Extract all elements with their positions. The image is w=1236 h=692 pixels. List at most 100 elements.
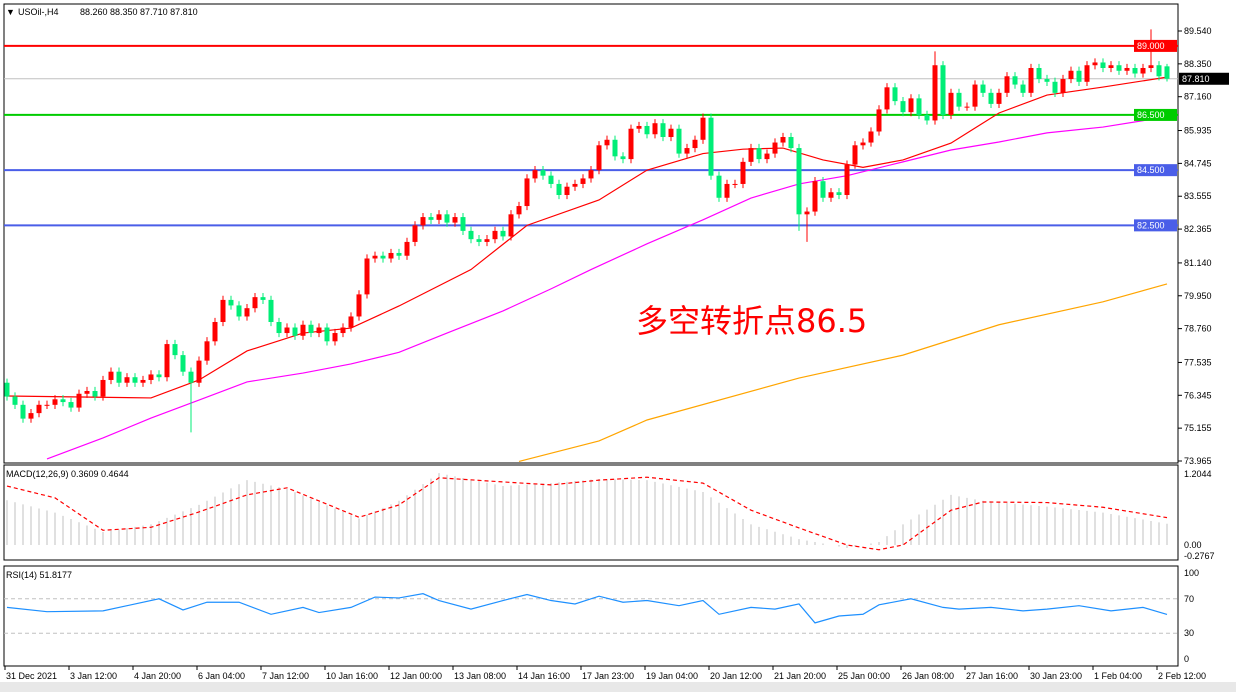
candle <box>180 350 186 376</box>
x-tick-label: 13 Jan 08:00 <box>454 671 506 681</box>
candle-body <box>420 217 426 226</box>
candle <box>172 339 178 360</box>
level-price-tag <box>1134 39 1177 52</box>
candle-body <box>300 324 306 336</box>
candle-body <box>268 299 274 322</box>
candle <box>604 135 610 150</box>
candle <box>1092 58 1098 70</box>
candle-body <box>908 98 914 113</box>
candle <box>1020 80 1026 97</box>
candle-body <box>628 128 634 160</box>
candle <box>1116 61 1122 75</box>
candle-body <box>1004 76 1010 93</box>
candle <box>164 339 170 382</box>
candle <box>564 182 570 200</box>
candle <box>124 373 130 387</box>
candle <box>900 96 906 117</box>
x-tick-label: 17 Jan 23:00 <box>582 671 634 681</box>
candle-body <box>1148 65 1154 68</box>
candle <box>428 212 434 224</box>
x-tick-label: 26 Jan 08:00 <box>902 671 954 681</box>
candle-body <box>412 225 418 242</box>
candle-body <box>460 217 466 231</box>
candle <box>1132 63 1138 78</box>
candle-body <box>84 391 90 394</box>
candle <box>660 119 666 142</box>
candle <box>916 94 922 120</box>
y-tick-label: 89.540 <box>1184 26 1212 36</box>
candle <box>460 212 466 236</box>
candle <box>1084 61 1090 86</box>
candle <box>1076 66 1082 86</box>
candle-body <box>1140 67 1146 74</box>
candle-body <box>164 344 170 378</box>
candle <box>396 248 402 260</box>
candle <box>820 177 826 202</box>
candle <box>868 127 874 147</box>
candle-body <box>748 148 754 162</box>
macd-y-tick-label: 0.00 <box>1184 540 1202 550</box>
x-tick-label: 12 Jan 00:00 <box>390 671 442 681</box>
candle <box>1044 74 1050 86</box>
candle <box>340 323 346 338</box>
candle <box>260 293 266 305</box>
rsi-y-tick-label: 30 <box>1184 628 1194 638</box>
candle <box>316 323 322 338</box>
candle <box>676 124 682 158</box>
candle <box>932 51 938 125</box>
candle-body <box>1092 62 1098 66</box>
candle <box>220 295 226 327</box>
price-panel[interactable]: 89.540 88.350 87.160 85.935 84.745 83.555 82.3… <box>3 3 1229 466</box>
rsi-y-tick-label: 70 <box>1184 594 1194 604</box>
candle-body <box>252 297 258 309</box>
candle <box>1060 74 1066 97</box>
bottom-tab-strip <box>0 682 1236 692</box>
candle <box>412 221 418 247</box>
macd-panel[interactable]: 1.2044 0.00-0.2767 <box>3 464 1215 561</box>
candle <box>4 378 10 401</box>
candle-body <box>716 175 722 198</box>
candle <box>668 124 674 142</box>
candle <box>92 386 98 401</box>
candle <box>148 370 154 385</box>
x-tick-label: 6 Jan 04:00 <box>198 671 245 681</box>
candle <box>700 113 706 144</box>
candle-body <box>196 360 202 383</box>
candle <box>716 171 722 202</box>
candle <box>972 80 978 111</box>
candle-body <box>188 371 194 383</box>
candle-body <box>172 344 178 356</box>
candle <box>1124 63 1130 75</box>
candle <box>828 188 834 202</box>
candle <box>940 61 946 120</box>
candle <box>388 248 394 263</box>
candle-body <box>380 255 386 259</box>
candle <box>108 367 114 385</box>
candle <box>708 113 714 180</box>
candle <box>956 88 962 111</box>
candle <box>532 166 538 183</box>
candle-body <box>988 92 994 104</box>
candle <box>140 375 146 387</box>
candle <box>804 207 810 242</box>
candle <box>740 157 746 189</box>
x-tick-label: 20 Jan 12:00 <box>710 671 762 681</box>
rsi-panel[interactable]: 100 70 30 0 <box>3 565 1199 667</box>
candle-body <box>820 181 826 198</box>
candle <box>1068 66 1074 84</box>
candle <box>196 356 202 387</box>
candle <box>988 88 994 109</box>
candle-body <box>884 87 890 110</box>
candle <box>684 143 690 158</box>
candle <box>20 400 26 423</box>
candle <box>452 212 458 227</box>
candle <box>884 83 890 114</box>
triangle-down-icon[interactable]: ▼ <box>6 7 15 17</box>
candle <box>252 293 258 313</box>
candle <box>404 237 410 260</box>
candle-body <box>1076 70 1082 82</box>
candle <box>436 210 442 224</box>
candle <box>244 304 250 321</box>
candle-body <box>180 355 186 372</box>
